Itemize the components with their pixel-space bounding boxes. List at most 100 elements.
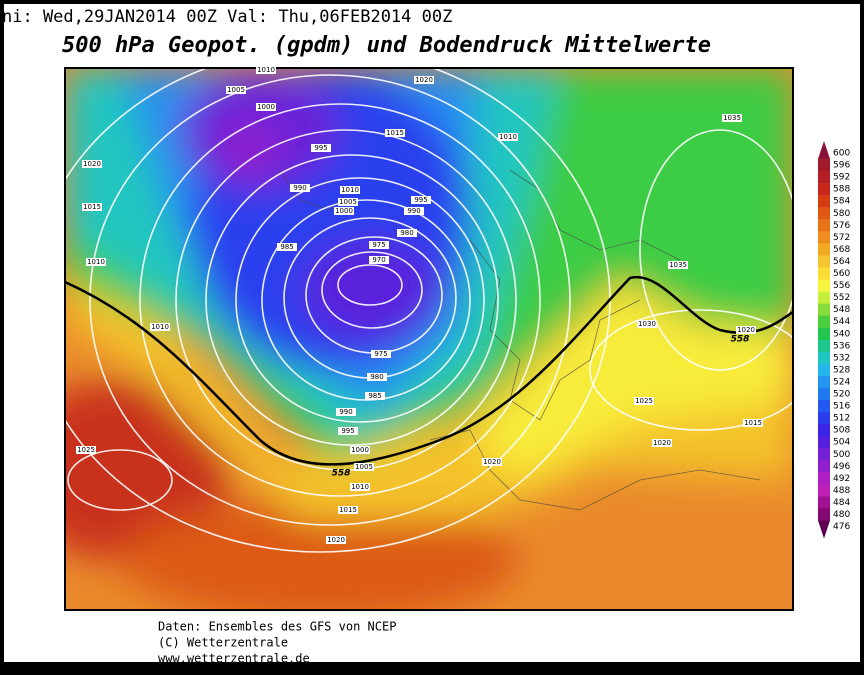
isobar-label-box <box>290 184 310 192</box>
colorbar-label: 524 <box>833 377 850 387</box>
isobar-label-box <box>404 207 424 215</box>
isobar-label: 1000 <box>257 103 275 111</box>
isobar-label-box <box>637 320 657 328</box>
isobar-label: 985 <box>280 243 293 251</box>
height-label: 558 <box>731 335 750 345</box>
colorbar-segment <box>818 279 830 292</box>
isobar-label: 1005 <box>355 463 373 471</box>
colorbar-label: 500 <box>833 450 850 460</box>
colorbar-label: 516 <box>833 402 850 412</box>
isobar-label: 1020 <box>737 326 755 334</box>
isobar-label: 1005 <box>339 198 357 206</box>
isobar-label-box <box>338 427 358 435</box>
colorbar-segment <box>818 243 830 256</box>
colorbar-label: 560 <box>833 269 850 279</box>
colorbar-label: 548 <box>833 305 850 315</box>
colorbar-segment <box>818 183 830 196</box>
colorbar-label: 504 <box>833 438 850 448</box>
colorbar-segment <box>818 412 830 425</box>
isobar-label: 1035 <box>669 261 687 269</box>
colorbar-segment <box>818 400 830 413</box>
isobar-label: 1010 <box>257 66 275 74</box>
colorbar-cap <box>818 520 830 539</box>
isobar-label: 980 <box>370 373 383 381</box>
colorbar-segment <box>818 375 830 389</box>
map-frame <box>64 67 794 611</box>
colorbar-segment <box>818 195 830 208</box>
isobar-label: 1015 <box>83 203 101 211</box>
footer-line: (C) Wetterzentrale <box>158 636 288 650</box>
init-line: ni: Wed,29JAN2014 00Z Val: Thu,06FEB2014… <box>2 7 452 27</box>
isobar-label-box <box>334 207 354 215</box>
isobar-label: 995 <box>341 427 354 435</box>
isobar-label: 1020 <box>415 76 433 84</box>
colorbar-segment <box>818 267 830 280</box>
colorbar-label: 564 <box>833 257 850 267</box>
isobar-label: 1020 <box>83 160 101 168</box>
colorbar-segment <box>818 472 830 485</box>
isobar-label-box <box>277 243 297 251</box>
colorbar-segment <box>818 219 830 232</box>
colorbar-segment <box>818 327 830 341</box>
isobar-label-box <box>76 446 96 454</box>
height-label: 558 <box>332 469 351 479</box>
colorbar-label: 484 <box>833 498 850 508</box>
colorbar-segment <box>818 171 830 184</box>
colorbar-segment <box>818 207 830 220</box>
isobar-label: 1000 <box>351 446 369 454</box>
isobar-label: 1025 <box>77 446 95 454</box>
colorbar-label: 520 <box>833 390 850 400</box>
isobar-label-box <box>397 229 417 237</box>
isobar-label-box <box>311 144 331 152</box>
colorbar-label: 556 <box>833 281 850 291</box>
footer-line: www.wetterzentrale.de <box>158 652 310 666</box>
isobar-label-box <box>150 323 170 331</box>
isobar-label: 1000 <box>335 207 353 215</box>
colorbar-label: 512 <box>833 414 850 424</box>
colorbar-label: 544 <box>833 317 850 327</box>
isobar-label: 1015 <box>386 129 404 137</box>
isobar-label-box <box>369 241 389 249</box>
isobar-label-box <box>652 439 672 447</box>
isobar-label-box <box>350 446 370 454</box>
isobar-label: 980 <box>400 229 413 237</box>
colorbar-label: 600 <box>833 149 850 159</box>
isobar-label: 1015 <box>744 419 762 427</box>
isobar-label-box <box>82 203 102 211</box>
isobar-label-box <box>414 76 434 84</box>
isobar-label: 970 <box>372 256 385 264</box>
isobar-label-box <box>338 506 358 514</box>
colorbar-label: 552 <box>833 293 850 303</box>
isobar-label-box <box>411 196 431 204</box>
isobar-label-box <box>350 483 370 491</box>
colorbar-label: 480 <box>833 510 850 520</box>
colorbar-segment <box>818 484 830 497</box>
isobar-label: 975 <box>374 350 387 358</box>
colorbar-segment <box>818 303 830 316</box>
isobar-label: 985 <box>368 392 381 400</box>
colorbar-segment <box>818 387 830 401</box>
isobar-label-box <box>482 458 502 466</box>
isobar-label-box <box>86 258 106 266</box>
colorbar-segment <box>818 315 830 329</box>
isobar-label: 1020 <box>327 536 345 544</box>
colorbar-label: 580 <box>833 209 850 219</box>
isobar-label: 1030 <box>638 320 656 328</box>
colorbar-label: 496 <box>833 462 850 472</box>
isobar-label: 1025 <box>635 397 653 405</box>
isobar-label: 1010 <box>351 483 369 491</box>
isobar-label-box <box>256 103 276 111</box>
isobar-label: 990 <box>339 408 352 416</box>
isobar-label: 995 <box>414 196 427 204</box>
colorbar-segment <box>818 291 830 304</box>
isobar-label: 990 <box>407 207 420 215</box>
map-title: 500 hPa Geopot. (gpdm) und Bodendruck Mi… <box>62 33 711 58</box>
isobar-label-box <box>371 350 391 358</box>
colorbar-label: 584 <box>833 197 850 207</box>
colorbar-segment <box>818 508 830 521</box>
colorbar-label: 492 <box>833 474 850 484</box>
colorbar-label: 528 <box>833 365 850 375</box>
isobar-label: 975 <box>372 241 385 249</box>
colorbar-segment <box>818 424 830 437</box>
